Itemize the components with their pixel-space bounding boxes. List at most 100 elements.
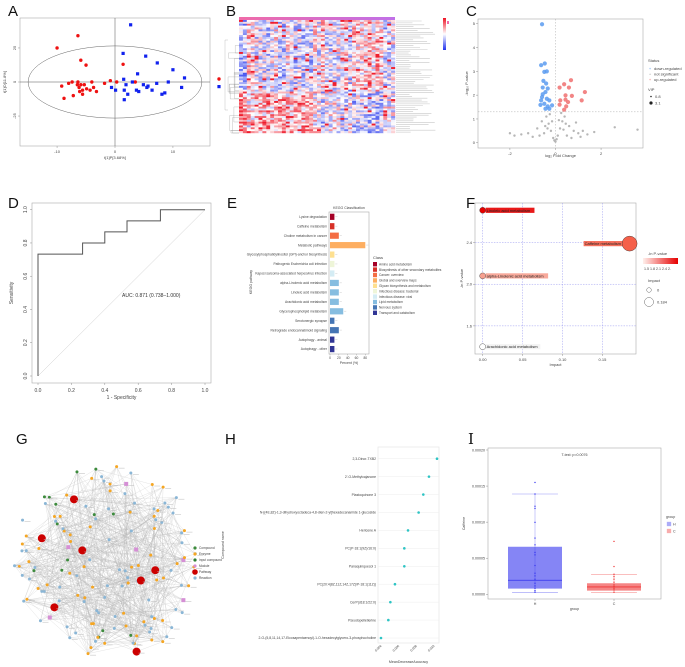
heatmap-cell — [375, 59, 380, 62]
network-edge — [45, 503, 184, 561]
heatmap-cell — [262, 97, 267, 100]
heatmap-cell — [383, 84, 388, 87]
heatmap-cell — [266, 125, 271, 128]
heatmap-cell — [274, 125, 279, 128]
heatmap-cell — [336, 95, 341, 98]
heatmap-cell — [379, 93, 384, 96]
heatmap-cell — [313, 131, 318, 134]
y-axis-label: -ln P-value — [459, 268, 464, 288]
score-point — [121, 51, 125, 56]
heatmap-cell — [239, 48, 244, 51]
heatmap-cell — [301, 127, 306, 130]
heatmap-cell — [270, 65, 275, 68]
heatmap-cell — [278, 131, 283, 134]
heatmap-cell — [289, 46, 294, 49]
heatmap-cell — [246, 80, 251, 83]
heatmap-cell — [270, 53, 275, 56]
heatmap-cell — [371, 100, 376, 104]
network-edge — [41, 566, 194, 592]
volcano-point — [546, 127, 549, 130]
x-tick-label: 40 — [346, 356, 350, 360]
heatmap-cell — [356, 57, 361, 60]
heatmap-cell — [320, 87, 325, 90]
heatmap-cell — [309, 38, 314, 41]
heatmap-cell — [254, 89, 259, 92]
heatmap-cell — [317, 23, 322, 26]
heatmap-cell — [281, 53, 286, 56]
heatmap-cell — [340, 53, 345, 56]
heatmap-cell — [363, 84, 368, 87]
heatmap-cell — [320, 23, 325, 26]
network-edge — [55, 490, 111, 505]
heatmap-cell — [324, 97, 329, 100]
heatmap-cell — [328, 57, 333, 60]
heatmap-cell — [301, 131, 306, 134]
heatmap-cell — [278, 99, 283, 102]
heatmap-cell — [293, 25, 298, 28]
heatmap-cell — [262, 85, 267, 88]
heatmap-cell — [317, 48, 322, 51]
network-edge — [134, 570, 172, 644]
heatmap-cell — [278, 21, 283, 24]
heatmap-cell — [371, 129, 376, 132]
heatmap-cell — [320, 85, 325, 88]
heatmap-cell — [356, 68, 361, 72]
network-edge — [138, 522, 162, 566]
heatmap-cell — [309, 23, 314, 26]
heatmap-cell — [344, 23, 349, 26]
bar — [330, 346, 335, 353]
network-edge — [76, 471, 92, 648]
heatmap-cell — [313, 38, 318, 41]
heatmap-cell — [289, 59, 294, 62]
heatmap-cell — [274, 33, 279, 36]
heatmap-cell — [274, 100, 279, 104]
heatmap-cell — [387, 100, 392, 104]
heatmap-cell — [359, 29, 364, 32]
heatmap-cell — [254, 46, 259, 49]
heatmap-cell — [281, 102, 286, 105]
heatmap-cell — [246, 125, 251, 128]
heatmap-cell — [309, 25, 314, 28]
heatmap-cell — [274, 68, 279, 72]
heatmap-cell — [359, 108, 364, 111]
network-edge — [26, 550, 99, 613]
heatmap-cell — [266, 36, 271, 40]
heatmap-cell — [239, 85, 244, 88]
heatmap-cell — [278, 102, 283, 105]
network-edge — [95, 518, 150, 633]
heatmap-cell — [324, 40, 329, 43]
heatmap-cell — [359, 99, 364, 102]
heatmap-cell — [320, 95, 325, 98]
heatmap-cell — [266, 93, 271, 96]
network-edge — [130, 472, 163, 621]
heatmap-cell — [391, 104, 396, 107]
network-node — [161, 640, 165, 644]
heatmap-cell — [375, 44, 380, 47]
category-label: Caffeine metabolism — [297, 224, 327, 228]
heatmap-cell — [379, 50, 384, 53]
heatmap-cell — [274, 102, 279, 105]
network-edge — [44, 496, 163, 621]
heatmap-cell — [359, 97, 364, 100]
network-edge — [54, 508, 155, 608]
heatmap-cell — [371, 55, 376, 58]
heatmap-cell — [301, 89, 306, 92]
network-edge — [14, 565, 194, 568]
heatmap-cell — [348, 50, 353, 53]
heatmap-cell — [336, 23, 341, 26]
heatmap-cell — [348, 31, 353, 34]
heatmap-cell — [266, 80, 271, 83]
network-node — [129, 633, 133, 637]
heatmap-cell — [375, 123, 380, 126]
heatmap-cell — [340, 89, 345, 92]
score-point — [90, 80, 94, 84]
heatmap-cell — [391, 70, 396, 73]
heatmap-cell — [285, 116, 290, 119]
heatmap-cell — [332, 112, 337, 115]
heatmap-cell — [344, 68, 349, 72]
heatmap-cell — [258, 61, 263, 64]
heatmap-cell — [258, 40, 263, 43]
heatmap-cell — [340, 93, 345, 96]
heatmap-cell — [313, 21, 318, 24]
heatmap-cell — [242, 116, 247, 119]
